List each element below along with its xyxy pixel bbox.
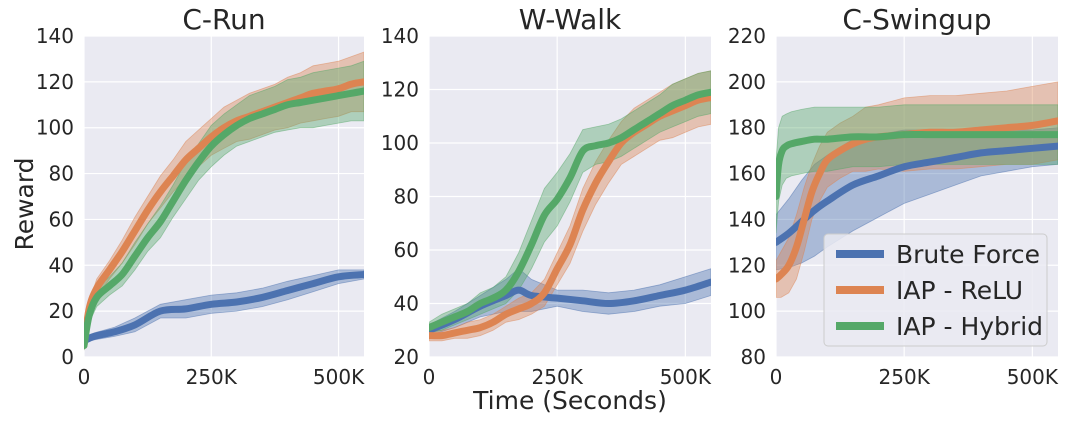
legend-box — [823, 233, 1048, 347]
y-tick-label: 60 — [394, 238, 419, 262]
chart-title: W-Walk — [519, 3, 622, 36]
chart-title: C-Swingup — [842, 3, 991, 36]
y-tick-label: 40 — [49, 253, 74, 277]
series-band-iap-relu — [84, 51, 364, 351]
y-tick-label: 100 — [36, 116, 74, 140]
legend-label: IAP - ReLU — [896, 276, 1023, 305]
x-tick-label: 0 — [423, 365, 436, 389]
y-tick-label: 120 — [36, 70, 74, 94]
series-line-iap-relu — [776, 117, 1058, 283]
x-axis-label: Time (Seconds) — [472, 386, 667, 415]
x-tick-label: 500K — [1007, 365, 1059, 389]
series-line-iap-hybrid — [776, 130, 1058, 200]
x-tick-label: 250K — [532, 365, 584, 389]
y-tick-label: 100 — [381, 131, 419, 155]
chart-panel-1: 0 20 40 60 80 100 120 140 0 250K 500K C-Run — [36, 3, 365, 389]
y-tick-label: 120 — [381, 78, 419, 102]
y-tick-label: 20 — [49, 299, 74, 323]
y-tick-label: 80 — [49, 162, 74, 186]
y-tick-label: 0 — [61, 345, 74, 369]
y-tick-label: 200 — [728, 70, 766, 94]
y-tick-label: 160 — [728, 162, 766, 186]
y-tick-label: 80 — [394, 185, 419, 209]
legend-label: IAP - Hybrid — [896, 312, 1043, 341]
y-tick-label: 220 — [728, 24, 766, 48]
y-tick-label: 60 — [49, 207, 74, 231]
series-line-brute-force — [84, 271, 364, 345]
y-tick-label: 140 — [36, 24, 74, 48]
legend: Brute Force IAP - ReLU IAP - Hybrid — [823, 233, 1048, 347]
y-tick-label: 40 — [394, 292, 419, 316]
chart-panel-2: 20 40 60 80 100 120 140 0 250K 500K W-Walk — [381, 3, 712, 389]
x-tick-label: 500K — [660, 365, 712, 389]
x-tick-label: 250K — [879, 365, 931, 389]
x-tick-label: 0 — [770, 365, 783, 389]
series-line-iap-hybrid — [429, 88, 711, 332]
y-tick-label: 140 — [381, 24, 419, 48]
y-tick-label: 20 — [394, 345, 419, 369]
y-tick-label: 120 — [728, 253, 766, 277]
chart-title: C-Run — [182, 3, 265, 36]
legend-label: Brute Force — [896, 240, 1040, 269]
y-tick-label: 140 — [728, 207, 766, 231]
series-line-iap-relu — [84, 78, 364, 349]
x-tick-label: 0 — [78, 365, 91, 389]
y-tick-label: 180 — [728, 116, 766, 140]
y-tick-label: 80 — [741, 345, 766, 369]
y-axis-label: Reward — [10, 157, 39, 250]
x-tick-label: 500K — [313, 365, 365, 389]
series-line-iap-hybrid — [84, 87, 364, 349]
y-tick-label: 100 — [728, 299, 766, 323]
x-tick-label: 250K — [186, 365, 238, 389]
